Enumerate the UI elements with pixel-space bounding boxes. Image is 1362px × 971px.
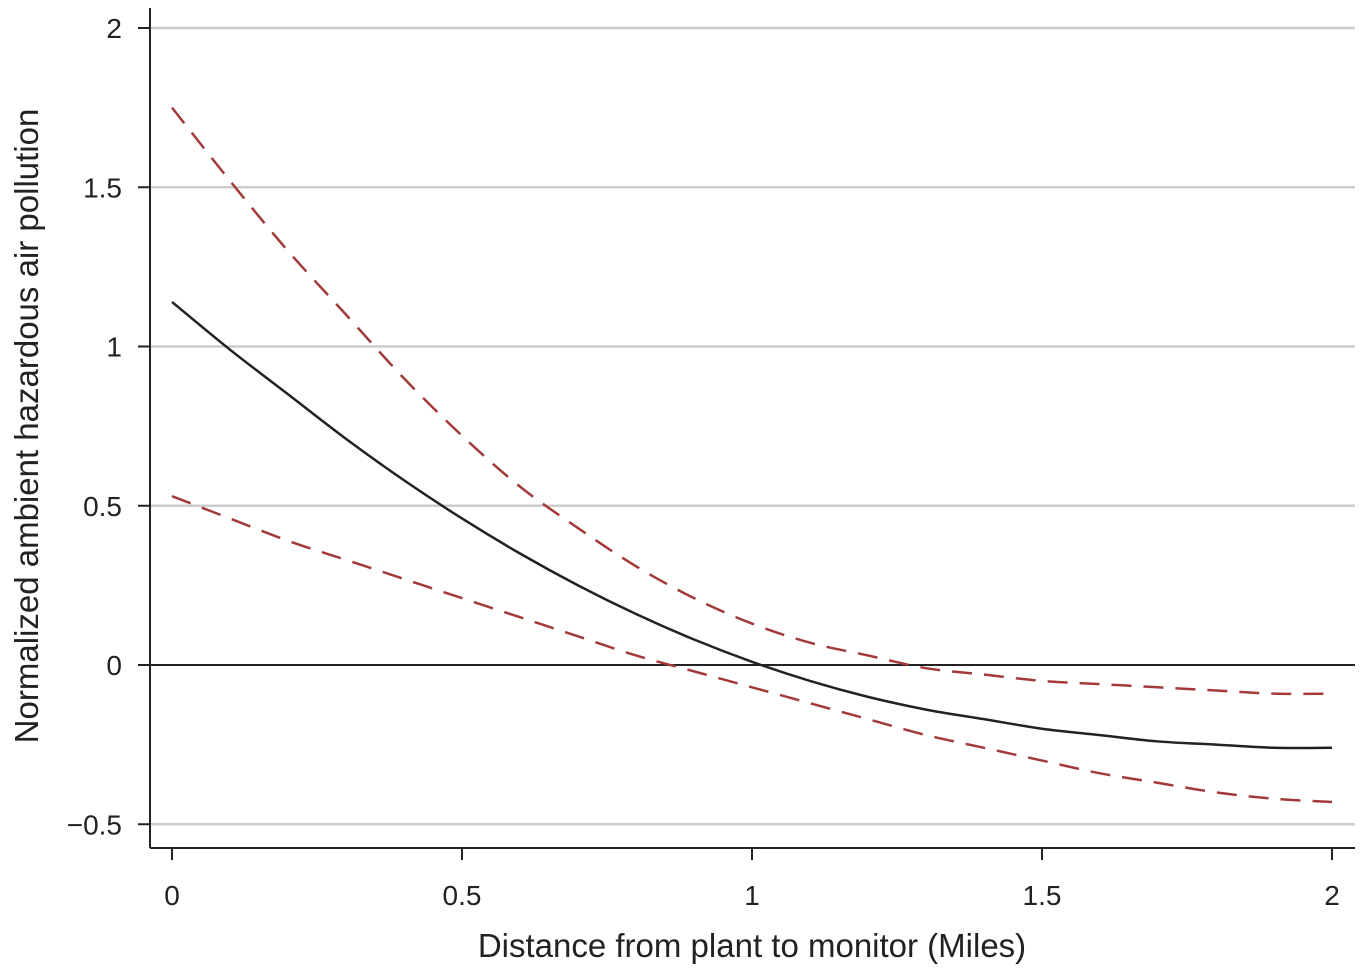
lower-confidence-line xyxy=(171,495,1333,804)
x-tick-label-2: 1 xyxy=(744,880,760,911)
x-tick-label-3: 1.5 xyxy=(1023,880,1062,911)
series-lines xyxy=(171,106,1333,804)
y-tick-label-3: 1 xyxy=(106,332,122,363)
y-tick-label-2: 0.5 xyxy=(83,491,122,522)
y-tick-label-1: 0 xyxy=(106,650,122,681)
x-tick-label-1: 0.5 xyxy=(443,880,482,911)
x-axis-title: Distance from plant to monitor (Miles) xyxy=(478,927,1026,964)
tick-labels: −0.5 0 0.5 1 1.5 2 0 0.5 1 1.5 2 xyxy=(67,13,1340,911)
x-tick-label-0: 0 xyxy=(164,880,180,911)
y-axis-title: Normalized ambient hazardous air polluti… xyxy=(8,109,45,744)
grid-lines xyxy=(150,26,1355,826)
y-tick-label-4: 1.5 xyxy=(83,172,122,203)
estimate-line xyxy=(171,300,1333,750)
axes xyxy=(138,8,1355,860)
upper-confidence-line xyxy=(171,106,1333,696)
x-tick-label-4: 2 xyxy=(1324,880,1340,911)
y-tick-label-0: −0.5 xyxy=(67,809,122,840)
y-tick-label-5: 2 xyxy=(106,13,122,44)
